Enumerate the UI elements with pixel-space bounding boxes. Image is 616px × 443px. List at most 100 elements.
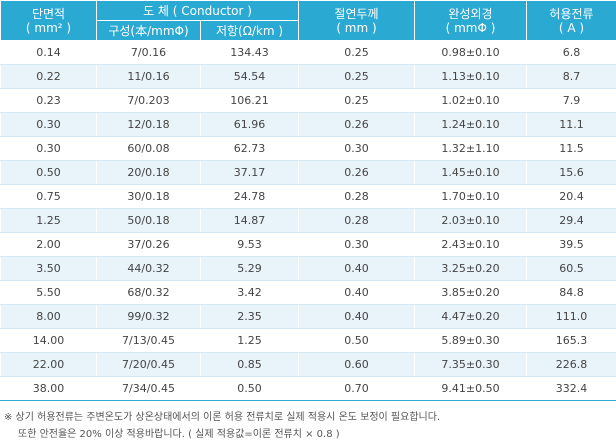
cell-outer-diameter: 2.43±0.10 xyxy=(415,233,527,257)
header-insulation-thickness: 절연두께 ( mm ) xyxy=(299,1,415,41)
cell-outer-diameter: 2.03±0.10 xyxy=(415,209,527,233)
cell-outer-diameter: 1.02±0.10 xyxy=(415,89,527,113)
cell-cross-section: 8.00 xyxy=(1,305,97,329)
cell-current: 11.5 xyxy=(527,137,616,161)
cell-structure: 7/20/0.45 xyxy=(97,353,201,377)
cell-insulation: 0.25 xyxy=(299,41,415,65)
cell-outer-diameter: 5.89±0.30 xyxy=(415,329,527,353)
header-outer-diameter: 완성외경 ( mmΦ ) xyxy=(415,1,527,41)
header-cross-section-title: 단면적 xyxy=(1,7,96,21)
cell-structure: 68/0.32 xyxy=(97,281,201,305)
cell-structure: 7/34/0.45 xyxy=(97,377,201,401)
cell-insulation: 0.40 xyxy=(299,281,415,305)
cell-current: 20.4 xyxy=(527,185,616,209)
cell-insulation: 0.25 xyxy=(299,65,415,89)
cell-outer-diameter: 1.32±1.10 xyxy=(415,137,527,161)
cell-structure: 50/0.18 xyxy=(97,209,201,233)
cell-cross-section: 0.14 xyxy=(1,41,97,65)
cell-cross-section: 5.50 xyxy=(1,281,97,305)
cell-structure: 11/0.16 xyxy=(97,65,201,89)
cell-current: 11.1 xyxy=(527,113,616,137)
cell-structure: 30/0.18 xyxy=(97,185,201,209)
cell-resistance: 37.17 xyxy=(201,161,299,185)
cell-outer-diameter: 1.24±0.10 xyxy=(415,113,527,137)
cell-cross-section: 38.00 xyxy=(1,377,97,401)
cell-resistance: 24.78 xyxy=(201,185,299,209)
cell-cross-section: 1.25 xyxy=(1,209,97,233)
cell-current: 6.8 xyxy=(527,41,616,65)
cell-cross-section: 0.30 xyxy=(1,113,97,137)
cell-cross-section: 0.50 xyxy=(1,161,97,185)
cell-cross-section: 0.30 xyxy=(1,137,97,161)
cell-resistance: 9.53 xyxy=(201,233,299,257)
cell-insulation: 0.28 xyxy=(299,209,415,233)
cell-resistance: 62.73 xyxy=(201,137,299,161)
cell-cross-section: 0.75 xyxy=(1,185,97,209)
cable-spec-table: 단면적 ( mm² ) 도 체 ( Conductor ) 절연두께 ( mm … xyxy=(0,0,616,401)
cell-outer-diameter: 1.70±0.10 xyxy=(415,185,527,209)
cell-current: 111.0 xyxy=(527,305,616,329)
cell-insulation: 0.50 xyxy=(299,329,415,353)
cell-current: 84.8 xyxy=(527,281,616,305)
header-outer-unit: ( mmΦ ) xyxy=(415,21,526,35)
cell-resistance: 5.29 xyxy=(201,257,299,281)
cell-cross-section: 0.22 xyxy=(1,65,97,89)
header-cross-section-unit: ( mm² ) xyxy=(1,21,96,35)
cell-insulation: 0.26 xyxy=(299,113,415,137)
cell-outer-diameter: 1.13±0.10 xyxy=(415,65,527,89)
cell-outer-diameter: 3.25±0.20 xyxy=(415,257,527,281)
cell-structure: 7/13/0.45 xyxy=(97,329,201,353)
cell-resistance: 3.42 xyxy=(201,281,299,305)
cell-insulation: 0.40 xyxy=(299,305,415,329)
cell-cross-section: 3.50 xyxy=(1,257,97,281)
header-allowable-current: 허용전류 ( A ) xyxy=(527,1,616,41)
cell-structure: 7/0.203 xyxy=(97,89,201,113)
cell-resistance: 54.54 xyxy=(201,65,299,89)
cell-insulation: 0.30 xyxy=(299,137,415,161)
header-insulation-unit: ( mm ) xyxy=(299,21,414,35)
cell-current: 60.5 xyxy=(527,257,616,281)
cell-cross-section: 22.00 xyxy=(1,353,97,377)
header-current-title: 허용전류 xyxy=(527,7,616,21)
cell-structure: 60/0.08 xyxy=(97,137,201,161)
cell-outer-diameter: 4.47±0.20 xyxy=(415,305,527,329)
cell-outer-diameter: 1.45±0.10 xyxy=(415,161,527,185)
cell-resistance: 2.35 xyxy=(201,305,299,329)
cell-outer-diameter: 7.35±0.30 xyxy=(415,353,527,377)
cell-current: 165.3 xyxy=(527,329,616,353)
header-conductor: 도 체 ( Conductor ) xyxy=(97,1,299,21)
footnote-line-1: ※ 상기 허용전류는 주변온도가 상온상태에서의 이론 허용 전류치로 실제 적… xyxy=(4,409,616,426)
cell-insulation: 0.28 xyxy=(299,185,415,209)
cell-current: 8.7 xyxy=(527,65,616,89)
cell-resistance: 106.21 xyxy=(201,89,299,113)
cell-resistance: 134.43 xyxy=(201,41,299,65)
cell-outer-diameter: 9.41±0.50 xyxy=(415,377,527,401)
cell-cross-section: 2.00 xyxy=(1,233,97,257)
cell-current: 29.4 xyxy=(527,209,616,233)
footnote-line-2: 또한 안전율은 20% 이상 적용바랍니다. ( 실제 적용값=이론 전류치 ×… xyxy=(4,426,616,443)
cell-insulation: 0.26 xyxy=(299,161,415,185)
cell-current: 7.9 xyxy=(527,89,616,113)
cell-insulation: 0.70 xyxy=(299,377,415,401)
header-insulation-title: 절연두께 xyxy=(299,7,414,21)
cell-structure: 20/0.18 xyxy=(97,161,201,185)
cell-resistance: 0.85 xyxy=(201,353,299,377)
cell-insulation: 0.30 xyxy=(299,233,415,257)
cell-current: 15.6 xyxy=(527,161,616,185)
cell-resistance: 14.87 xyxy=(201,209,299,233)
cell-outer-diameter: 0.98±0.10 xyxy=(415,41,527,65)
